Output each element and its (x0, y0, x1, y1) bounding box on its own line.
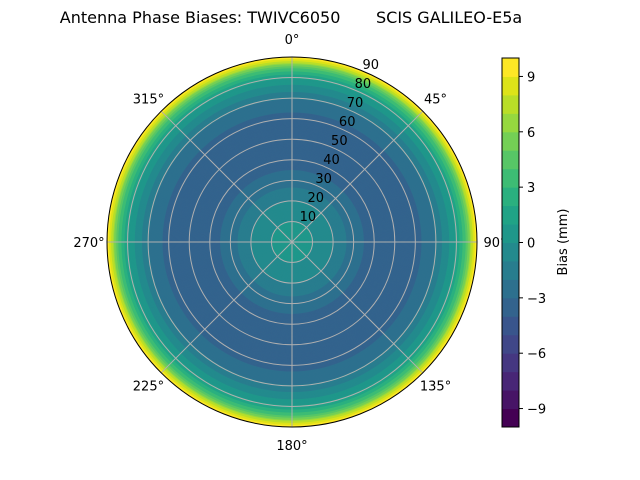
angle-tick-label: 225° (133, 380, 164, 395)
colorbar-segment (502, 297, 519, 317)
radial-tick-label: 20 (307, 191, 324, 206)
colorbar-tick-label: −3 (527, 292, 546, 307)
colorbar-segment (502, 168, 519, 188)
colorbar-segment (502, 113, 519, 133)
colorbar-segment (502, 76, 519, 96)
angle-tick-label: 135° (420, 380, 451, 395)
colorbar-tick-label: 0 (527, 237, 535, 252)
colorbar-segment (502, 316, 519, 336)
radial-tick-label: 70 (347, 96, 364, 111)
angle-tick-labels: 0° 45° 90° 135° 180° 225° 270° 315° (73, 33, 506, 454)
angle-tick-label: 315° (133, 92, 164, 107)
angle-tick-label: 270° (73, 236, 104, 251)
colorbar-segment (502, 260, 519, 280)
colorbar-segment (502, 187, 519, 207)
angle-tick-label: 45° (424, 92, 447, 107)
colorbar-segment (502, 390, 519, 410)
colorbar-segment (502, 205, 519, 225)
polar-grid (106, 56, 478, 428)
angle-tick-label: 90° (483, 236, 506, 251)
colorbar-segment (502, 279, 519, 299)
radial-tick-label: 50 (331, 134, 348, 149)
colorbar-tick-label: 6 (527, 126, 535, 141)
radial-tick-label: 60 (339, 115, 356, 130)
colorbar-segment (502, 353, 519, 373)
chart-title: Antenna Phase Biases: TWIVC6050 SCIS GAL… (60, 8, 522, 27)
colorbar-segment (502, 131, 519, 151)
colorbar-segment (502, 408, 519, 428)
radial-tick-label: 90 (363, 58, 380, 73)
angle-tick-label: 180° (276, 439, 307, 454)
radial-tick-label: 40 (323, 153, 340, 168)
colorbar-segment (502, 371, 519, 391)
colorbar-segment (502, 58, 519, 77)
radial-tick-label: 80 (355, 77, 372, 92)
colorbar-tick-label: 3 (527, 181, 535, 196)
colorbar-segment (502, 334, 519, 354)
radial-tick-label: 10 (300, 210, 317, 225)
angular-gridline (291, 110, 424, 243)
colorbar-tick-label: 9 (527, 70, 535, 85)
angle-tick-label: 0° (285, 33, 300, 48)
colorbar-segment (502, 242, 519, 262)
colorbar-segment (502, 94, 519, 114)
angular-gridline (160, 110, 293, 243)
colorbar-tick-label: −6 (527, 347, 546, 362)
polar-frame (106, 56, 478, 428)
radial-tick-labels: 10 20 30 40 50 60 70 80 90 (300, 58, 379, 225)
angular-gridline (291, 241, 424, 374)
colorbar-segment (502, 150, 519, 170)
colorbar-label: Bias (mm) (556, 209, 571, 276)
angular-gridline (160, 241, 293, 374)
colorbar-tick-label: −9 (527, 403, 546, 418)
colorbar: 9 6 3 0 −3 −6 −9 (501, 57, 546, 428)
colorbar-segment (502, 224, 519, 243)
radial-tick-label: 30 (315, 172, 332, 187)
